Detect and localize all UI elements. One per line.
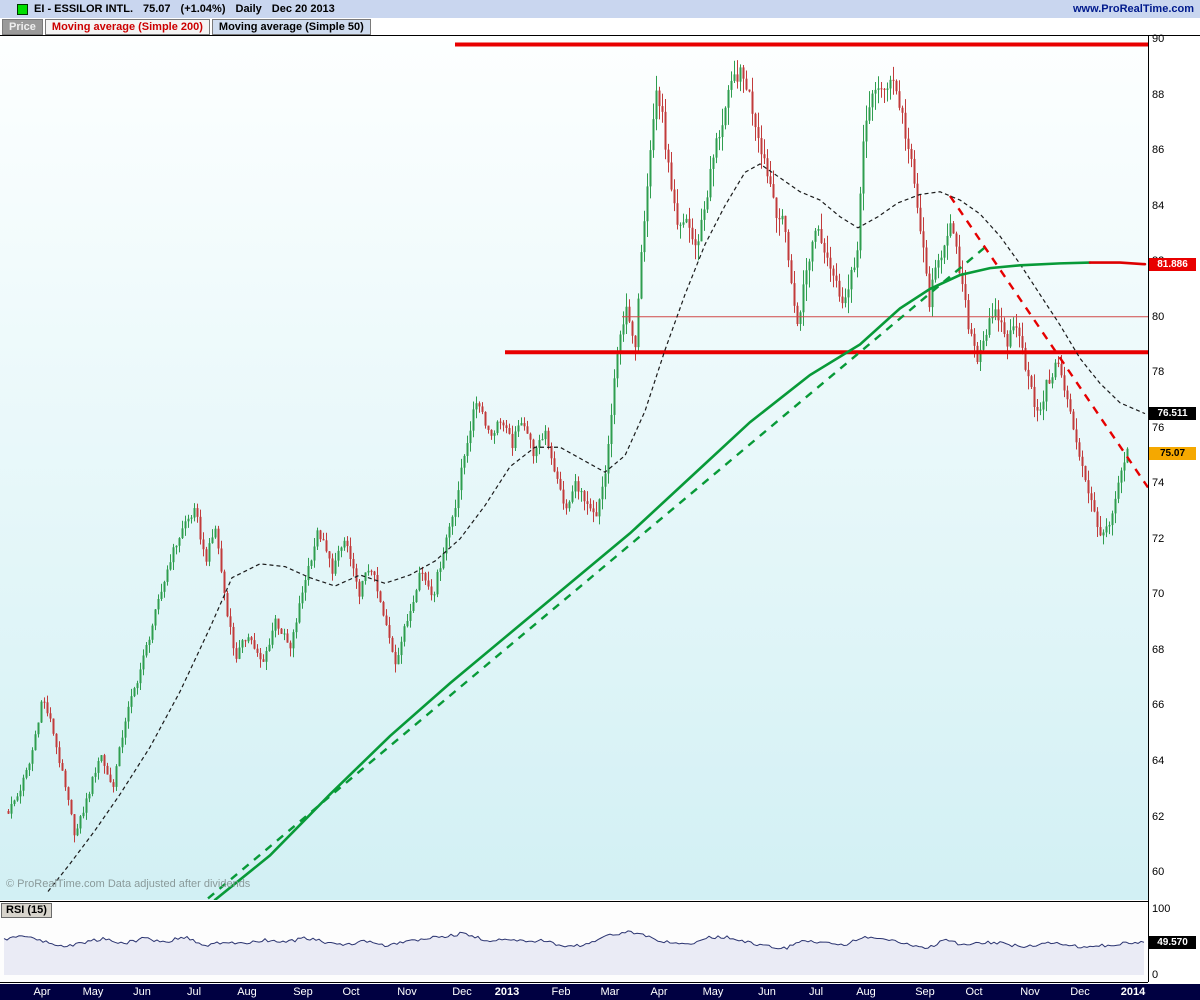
price-tick-label: 80 bbox=[1152, 310, 1165, 323]
indicator-tab-bar: Price Moving average (Simple 200) Moving… bbox=[0, 18, 1200, 35]
month-label: Jun bbox=[133, 986, 151, 998]
last-price: 75.07 bbox=[143, 3, 171, 15]
price-tick-label: 62 bbox=[1152, 810, 1165, 823]
chart-axis-border bbox=[1148, 36, 1149, 982]
price-tick-label: 78 bbox=[1152, 366, 1165, 379]
price-tick-label: 74 bbox=[1152, 477, 1165, 490]
month-label: Apr bbox=[650, 986, 668, 998]
price-tick-label: 64 bbox=[1152, 755, 1165, 768]
month-label: 2013 bbox=[494, 986, 520, 998]
timeframe-label: Daily bbox=[235, 3, 262, 15]
price-tick-label: 84 bbox=[1152, 199, 1165, 212]
month-label: 2014 bbox=[1120, 986, 1146, 998]
copyright-watermark: © ProRealTime.com Data adjusted after di… bbox=[6, 878, 251, 890]
rsi-indicator-label: RSI (15) bbox=[1, 903, 52, 918]
horizontal-support-resistance-lines[interactable] bbox=[455, 42, 1148, 355]
month-label: Jul bbox=[186, 986, 202, 998]
ma200-line[interactable] bbox=[213, 261, 1147, 900]
price-tick-label: 66 bbox=[1152, 699, 1165, 712]
price-tick-label: 86 bbox=[1152, 144, 1165, 157]
price-tick-label: 88 bbox=[1152, 88, 1165, 101]
month-label: Nov bbox=[397, 986, 417, 998]
trendlines[interactable] bbox=[207, 195, 1148, 900]
price-tick-label: 60 bbox=[1152, 866, 1165, 879]
month-label: Sep bbox=[293, 986, 313, 998]
month-label: Jul bbox=[808, 986, 824, 998]
price-change: (+1.04%) bbox=[180, 3, 226, 15]
price-tick-label: 68 bbox=[1152, 643, 1165, 656]
month-label: Nov bbox=[1020, 986, 1040, 998]
price-tick-label: 72 bbox=[1152, 532, 1165, 545]
month-label: Oct bbox=[342, 986, 360, 998]
month-label: Feb bbox=[551, 986, 571, 998]
date-label: Dec 20 2013 bbox=[271, 3, 335, 15]
rsi-value-flag: 49.570 bbox=[1149, 935, 1196, 949]
instrument-status-icon bbox=[17, 3, 28, 15]
symbol-title: EI - ESSILOR INTL. bbox=[34, 3, 134, 15]
tab-moving-average-50[interactable]: Moving average (Simple 50) bbox=[211, 18, 371, 35]
rsi-chart-canvas[interactable] bbox=[0, 903, 1148, 982]
price-axis[interactable]: 908886848280787674727068666462601000 bbox=[1149, 33, 1200, 982]
price-tick-label: 76 bbox=[1152, 421, 1165, 434]
price-chart-canvas[interactable] bbox=[0, 36, 1148, 900]
price-tick-label: 70 bbox=[1152, 588, 1165, 601]
header-bar: EI - ESSILOR INTL. 75.07 (+1.04%) Daily … bbox=[0, 0, 1200, 18]
month-label: Jun bbox=[758, 986, 776, 998]
rsi-bottom-divider bbox=[0, 982, 1148, 983]
month-label: Aug bbox=[856, 986, 876, 998]
month-label: Dec bbox=[452, 986, 472, 998]
time-axis[interactable]: Apr May Jun Jul Aug Sep Oct Nov Dec 2013 Feb Mar Apr… bbox=[0, 984, 1200, 1000]
month-label: May bbox=[82, 986, 104, 998]
price-flag-label: 76.511 bbox=[1149, 407, 1196, 421]
month-label: Sep bbox=[915, 986, 935, 998]
month-label: Aug bbox=[237, 986, 257, 998]
ma50-line[interactable] bbox=[47, 163, 1146, 892]
rsi-tick-label: 100 bbox=[1152, 903, 1171, 915]
tab-bar-divider bbox=[0, 35, 1200, 36]
prorealtime-site-link[interactable]: www.ProRealTime.com bbox=[1072, 3, 1194, 15]
month-label: Dec bbox=[1070, 986, 1090, 998]
month-label: May bbox=[702, 986, 724, 998]
rsi-tick-label: 0 bbox=[1152, 969, 1159, 981]
price-flag-label: 75.07 bbox=[1149, 447, 1196, 461]
price-tick-label: 90 bbox=[1152, 33, 1165, 45]
tab-moving-average-200[interactable]: Moving average (Simple 200) bbox=[44, 18, 210, 35]
price-flag-label: 81.886 bbox=[1149, 257, 1196, 271]
main-rsi-divider bbox=[0, 901, 1148, 902]
candlestick-series bbox=[7, 60, 1129, 843]
rsi-series bbox=[3, 930, 1145, 975]
month-label: Oct bbox=[965, 986, 983, 998]
tab-price[interactable]: Price bbox=[2, 18, 43, 35]
month-label: Apr bbox=[33, 986, 51, 998]
month-label: Mar bbox=[600, 986, 620, 998]
